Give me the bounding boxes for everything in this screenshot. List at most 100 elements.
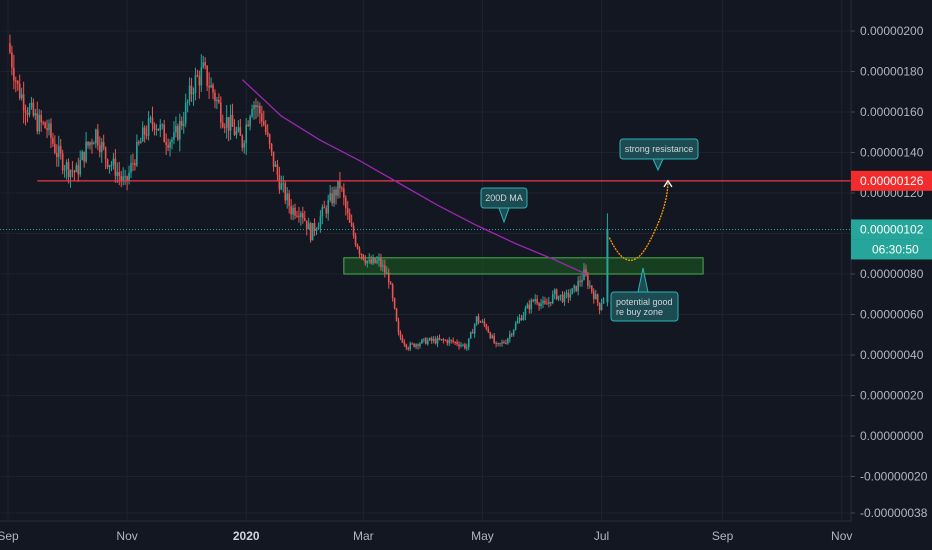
candle-body [313, 223, 316, 232]
candle-body [376, 260, 378, 263]
annotation-callouts: strong resistance 200D MA potential goodre… [480, 138, 699, 322]
callout-text: strong resistance [625, 144, 694, 154]
candle-body [409, 343, 412, 350]
candle-body [444, 340, 447, 342]
candle-body [61, 153, 64, 171]
candle-body [167, 144, 169, 148]
candle-body [239, 127, 242, 136]
candle-body [407, 347, 410, 350]
resistance-price-label: 0.00000126 [860, 174, 924, 188]
candle-body [522, 315, 525, 321]
candle-body [339, 180, 341, 189]
candle-body [24, 110, 27, 113]
candle-body [372, 258, 374, 264]
candle-body [165, 142, 167, 145]
candle-body [124, 176, 126, 178]
candle-body [286, 193, 289, 201]
callout: 200D MA [480, 187, 528, 224]
candle-body [264, 125, 267, 133]
candle-body [220, 102, 222, 123]
candle-body [218, 99, 220, 103]
candle-body [526, 304, 529, 309]
candle-body [132, 163, 134, 165]
candle-body [93, 143, 95, 145]
candle-body [126, 176, 128, 181]
candlestick-series [9, 34, 609, 352]
candle-body [229, 115, 232, 131]
price-axis[interactable]: 0.00000200 0.00000180 0.00000160 0.00000140… [851, 24, 928, 520]
candle-body [553, 289, 556, 295]
candle-body [223, 127, 226, 129]
candle-body [102, 141, 105, 148]
candle-body [382, 265, 384, 267]
projection-curve [608, 180, 669, 261]
candle-body [87, 141, 89, 146]
time-axis[interactable]: Sep Nov 2020 Mar May Jul Sep Nov [0, 529, 852, 543]
candle-body [528, 304, 531, 310]
candle-body [278, 174, 281, 190]
candle-body [602, 298, 605, 304]
candle-body [134, 163, 136, 166]
candle-body [251, 108, 253, 117]
candle-body [210, 84, 212, 88]
callout-text: 200D MA [485, 193, 523, 203]
candle-body [579, 280, 581, 283]
candle-body [343, 188, 345, 198]
candle-body [397, 321, 400, 333]
candle-body [106, 159, 109, 168]
candle-body [204, 62, 207, 66]
candle-body [163, 124, 165, 143]
candle-body [272, 151, 275, 167]
candle-body [184, 102, 187, 124]
candle-body [508, 334, 511, 339]
candle-body [598, 302, 601, 310]
candle-body [514, 323, 517, 330]
candle-body [462, 344, 464, 346]
countdown-label-bg [851, 239, 932, 260]
candle-body [469, 332, 472, 339]
candle-body [257, 105, 259, 108]
candle-body [403, 342, 406, 345]
candle-body [48, 123, 50, 131]
candle-body [190, 85, 193, 95]
candle-body [549, 301, 552, 304]
candle-body [290, 206, 292, 215]
candle-body [175, 126, 177, 133]
candle-body [179, 120, 181, 140]
price-tick-label: -0.00000020 [860, 470, 928, 484]
callout-pointer [498, 207, 510, 224]
candle-body [423, 338, 425, 340]
candle-body [237, 127, 240, 132]
candle-body [534, 299, 536, 302]
projection-arrowhead [663, 179, 673, 188]
candle-body [571, 288, 574, 295]
candle-body [592, 291, 595, 300]
candle-body [321, 207, 324, 217]
candle-body [503, 342, 505, 344]
candle-body [569, 294, 572, 298]
candle-body [52, 138, 54, 144]
candle-body [497, 343, 499, 345]
candle-body [360, 254, 363, 256]
candle-body [245, 124, 248, 144]
price-tick-label: 0.00000180 [860, 65, 924, 79]
candle-body [565, 292, 568, 294]
candle-body [581, 279, 583, 283]
candle-body [212, 84, 214, 93]
price-tick-label: 0.00000080 [860, 267, 924, 281]
candle-body [405, 344, 408, 348]
candle-body [177, 126, 179, 140]
candle-body [225, 117, 228, 128]
candle-body [337, 180, 339, 196]
candle-body [149, 117, 152, 119]
candle-body [425, 338, 427, 345]
candle-body [233, 126, 236, 136]
candle-body [499, 343, 501, 345]
candle-body [20, 94, 23, 99]
candle-body [46, 128, 48, 131]
candle-body [557, 295, 560, 300]
candle-body [317, 226, 320, 230]
candle-body [487, 328, 490, 333]
